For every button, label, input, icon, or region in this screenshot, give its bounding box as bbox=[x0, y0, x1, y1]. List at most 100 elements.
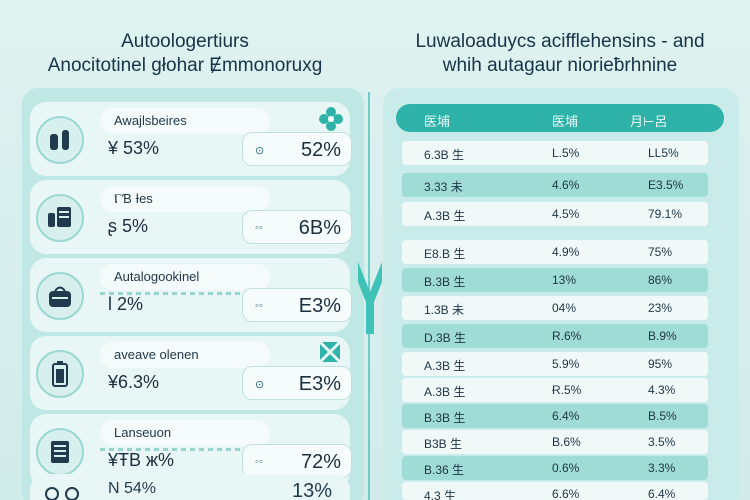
column-header: 医埔 bbox=[552, 114, 579, 129]
table-header: 医埔 医埔 月⊢呂 bbox=[396, 104, 724, 132]
mini-icon: ◦◦ bbox=[255, 300, 263, 312]
item-value: Ɩ 2% bbox=[108, 294, 144, 314]
bottles-icon bbox=[36, 116, 84, 164]
cell: E8.B 生 bbox=[424, 247, 466, 261]
item-label: N 54% bbox=[108, 480, 157, 497]
cell: 0.6% bbox=[552, 461, 580, 475]
table-row[interactable]: E8.B 生 4.9% 75% bbox=[402, 240, 708, 264]
cell: 5.9% bbox=[552, 357, 580, 371]
cell: R.6% bbox=[552, 329, 582, 343]
list-item[interactable]: ⲄƁ Ɨes ʂ 5% ◦◦ 6B% bbox=[30, 180, 352, 254]
table-row[interactable]: A.3B 生 Ɍ.5% 4.3% bbox=[402, 378, 708, 402]
cell: B.3B 生 bbox=[424, 275, 466, 289]
cell: 23% bbox=[648, 301, 673, 315]
table-row[interactable]: A.3B 生 4.5% 79.1% bbox=[402, 202, 708, 226]
table-row[interactable]: B.3B 生 13% 86% bbox=[402, 268, 708, 292]
cell: B3B 生 bbox=[424, 437, 463, 451]
table-row[interactable]: 3.33 未 4.6% E3.5% bbox=[402, 173, 708, 197]
cell: D.3B 生 bbox=[424, 331, 467, 345]
item-label: Autalogookinel bbox=[100, 264, 270, 290]
cell: LL5% bbox=[648, 146, 679, 160]
box-value: 6B% bbox=[298, 217, 341, 239]
value-box: ◦◦ E3% bbox=[242, 288, 352, 322]
table-row[interactable]: 4.3 生 6.6% 6.4% bbox=[402, 482, 708, 500]
item-label: Lanseuon bbox=[100, 420, 270, 446]
cell: 4.6% bbox=[552, 178, 580, 192]
cell: A.3B 生 bbox=[424, 209, 466, 223]
box-value: 13% bbox=[292, 480, 333, 500]
table-row[interactable]: B.3B 生 6.4% B.5% bbox=[402, 404, 708, 428]
cell: 3.3% bbox=[648, 461, 676, 475]
table-row[interactable]: D.3B 生 R.6% B.9% bbox=[402, 324, 708, 348]
mini-icon: ◦◦ bbox=[255, 222, 263, 234]
battery-icon bbox=[36, 350, 84, 398]
flower-icon bbox=[319, 107, 343, 131]
cell: 4.3% bbox=[648, 383, 676, 397]
bag-icon bbox=[36, 272, 84, 320]
dotted-divider bbox=[100, 448, 290, 451]
cell: 6.3B 生 bbox=[424, 148, 465, 162]
item-label: ⲄƁ Ɨes bbox=[100, 186, 270, 212]
tile-icon bbox=[318, 340, 342, 364]
cell: 6.4% bbox=[648, 487, 676, 500]
right-title-line1: Luwaloaduycs acifflehensins - and bbox=[415, 31, 705, 52]
cell: 4.9% bbox=[552, 245, 580, 259]
cell: B.36 生 bbox=[424, 463, 465, 477]
cell: 1.3B 未 bbox=[424, 303, 465, 317]
table-row[interactable]: A.3B 生 5.9% 95% bbox=[402, 352, 708, 376]
cell: B.6% bbox=[552, 435, 581, 449]
cell: 6.4% bbox=[552, 409, 580, 423]
right-title: Luwaloaduycs acifflehensins - and whih a… bbox=[375, 30, 745, 78]
value-box: ⊙ 52% bbox=[242, 132, 352, 166]
cell: 4.5% bbox=[552, 207, 580, 221]
list-item[interactable]: Awajlsbeires ¥ 53% ⊙ 52% bbox=[30, 102, 352, 176]
table-row[interactable]: 1.3B 未 04% 23% bbox=[402, 296, 708, 320]
item-label: Awajlsbeires bbox=[100, 108, 270, 134]
box-value: 52% bbox=[300, 139, 341, 161]
list-item[interactable]: N 54% 13% bbox=[30, 474, 350, 500]
jar-icon bbox=[36, 194, 84, 242]
cell: 79.1% bbox=[648, 207, 683, 221]
value-box: ◦◦ 72% bbox=[242, 444, 352, 478]
cell: Ɍ.5% bbox=[552, 383, 582, 397]
cell: 6.6% bbox=[552, 487, 580, 500]
cell: B.9% bbox=[648, 329, 677, 343]
box-value: E3% bbox=[298, 295, 341, 317]
cell: A.3B 生 bbox=[424, 385, 466, 399]
column-header: 医埔 bbox=[424, 114, 451, 129]
left-title: Autoologertiurs Anocitotinel ɡłohar Ɇmmo… bbox=[10, 30, 360, 78]
cell: 86% bbox=[648, 273, 673, 287]
table-row[interactable]: B3B 生 B.6% 3.5% bbox=[402, 430, 708, 454]
box-value: 72% bbox=[300, 451, 341, 473]
value-box: ◦◦ 6B% bbox=[242, 210, 352, 244]
box-value: E3% bbox=[298, 373, 341, 395]
cell: 3.5% bbox=[648, 435, 676, 449]
table-row[interactable]: B.36 生 0.6% 3.3% bbox=[402, 456, 708, 480]
cell: A.3B 生 bbox=[424, 359, 466, 373]
cell: 95% bbox=[648, 357, 673, 371]
list-item[interactable]: Autalogookinel Ɩ 2% ◦◦ E3% bbox=[30, 258, 352, 332]
cell: 75% bbox=[648, 245, 673, 259]
item-value: ¥ 53% bbox=[108, 138, 160, 158]
column-header: 月⊢呂 bbox=[630, 114, 668, 129]
left-title-line1: Autoologertiurs bbox=[121, 31, 249, 52]
tablet-icon bbox=[36, 428, 84, 476]
cell: B.3B 生 bbox=[424, 411, 466, 425]
value-box: ⊙ E3% bbox=[242, 366, 352, 400]
cell: E3.5% bbox=[648, 178, 684, 192]
cell: B.5% bbox=[648, 409, 677, 423]
mini-icon: ◦◦ bbox=[255, 456, 263, 468]
item-label: aveave olenen bbox=[100, 342, 270, 368]
dotted-divider bbox=[100, 292, 290, 295]
cell: 4.3 生 bbox=[424, 489, 457, 500]
mini-icon: ⊙ bbox=[255, 145, 265, 157]
cell: 13% bbox=[552, 273, 577, 287]
item-value: ¥ŦB ж% bbox=[108, 450, 175, 470]
list-item[interactable]: Lanseuon ¥ŦB ж% ◦◦ 72% bbox=[30, 414, 352, 488]
item-value: ʂ 5% bbox=[108, 216, 149, 236]
list-item[interactable]: aveave olenen ¥6.3% ⊙ E3% bbox=[30, 336, 352, 410]
item-value: ¥6.3% bbox=[108, 372, 160, 392]
mini-icon: ⊙ bbox=[255, 379, 265, 391]
right-title-line2: whih autagaur niorieƀrhnine bbox=[442, 55, 678, 76]
table-row[interactable]: 6.3B 生 L.5% LL5% bbox=[402, 141, 708, 165]
